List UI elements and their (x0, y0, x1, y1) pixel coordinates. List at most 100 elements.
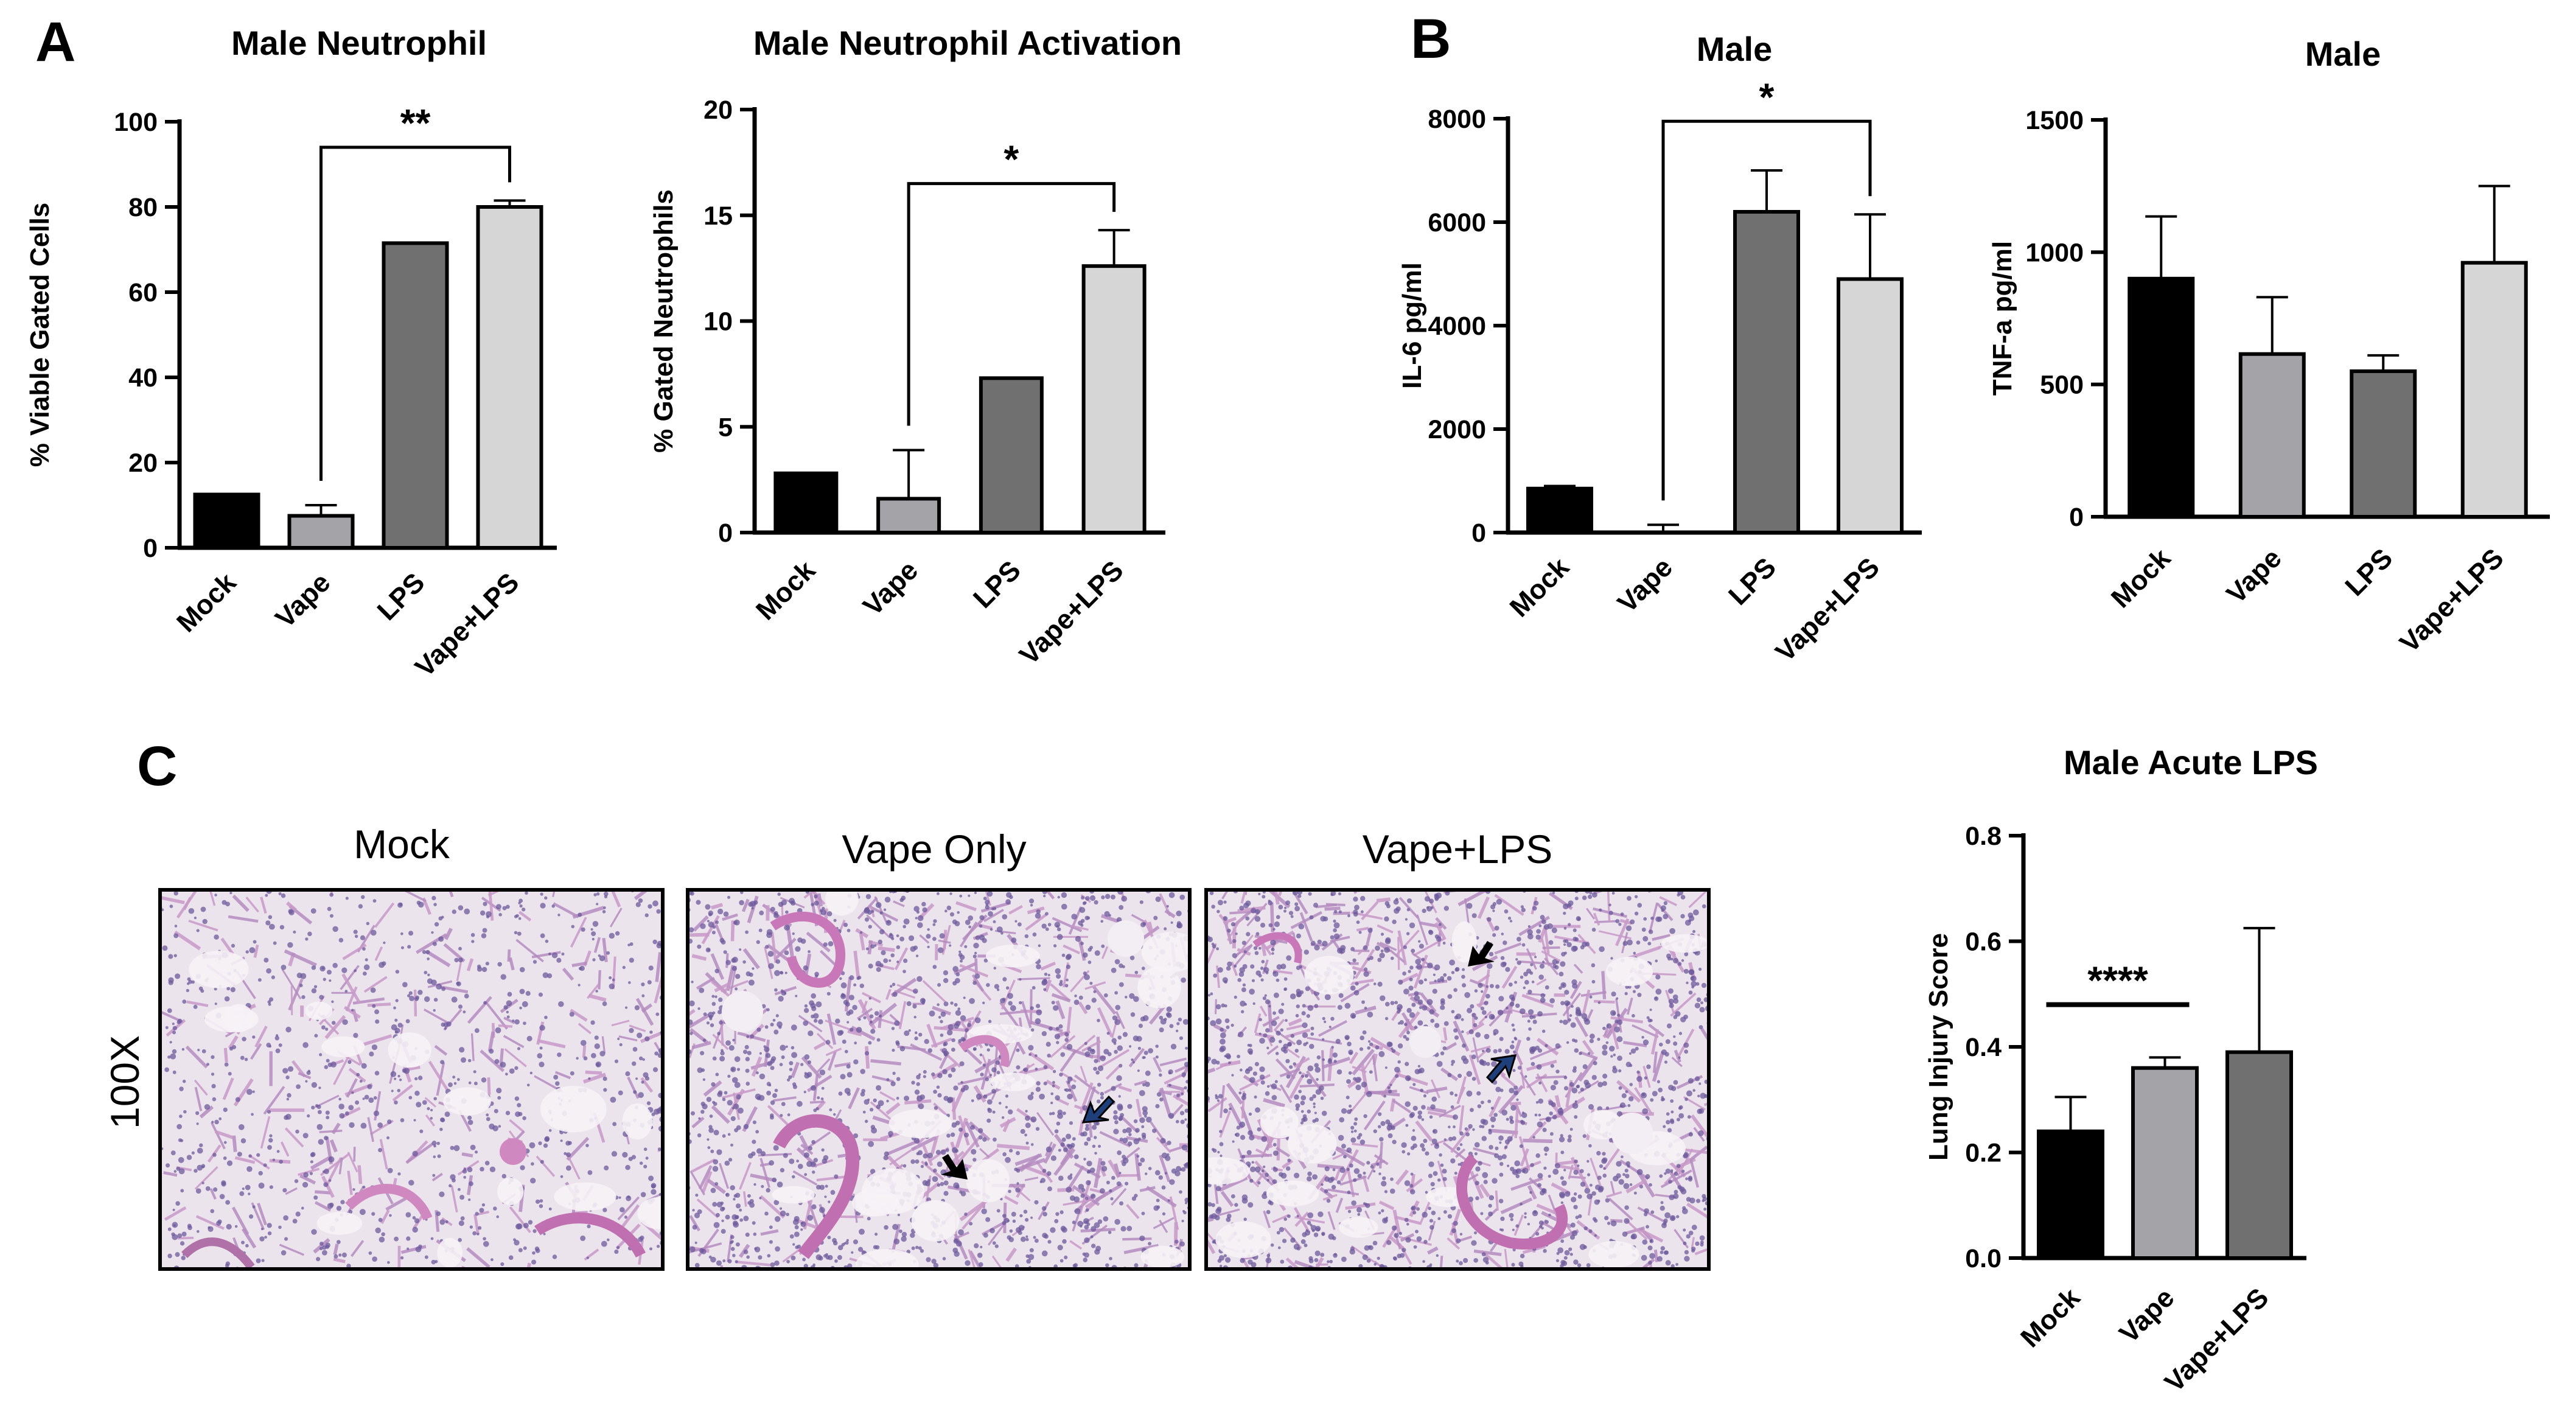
x-tick-label: Mock (1504, 551, 1576, 623)
x-tick-label: LPS (1722, 551, 1782, 611)
x-tick-label: Mock (750, 554, 822, 626)
chart-male-neutrophil: Male Neutrophil % Viable Gated Cells 0 20 40… (25, 24, 557, 683)
x-tick-label: LPS (967, 554, 1027, 614)
y-tick-label: 60 (128, 278, 158, 307)
y-tick-label: 0 (2069, 503, 2084, 532)
y-tick-label: 20 (128, 449, 158, 478)
chart-lung-injury: Male Acute LPS Lung Injury Score 0.0 0.2 0.4… (1924, 743, 2318, 1398)
x-tick-label: Mock (170, 566, 242, 638)
bar-mock (1526, 486, 1593, 534)
x-tick-label: Vape (2220, 542, 2287, 609)
micrograph-vape-lps: Vape+LPS (1204, 827, 1711, 1271)
y-tick-label: 20 (703, 96, 733, 125)
y-tick-label: 0.8 (1965, 822, 2002, 851)
y-tick-label: 15 (703, 201, 733, 231)
micrograph-title-vape-lps: Vape+LPS (1363, 827, 1553, 872)
bar-mock (773, 471, 839, 535)
bar-lps (1733, 210, 1800, 534)
y-axis-label: % Gated Neutrophils (649, 189, 679, 453)
chart-title: Male (1697, 30, 1773, 68)
bar-vape-lps (2460, 260, 2528, 519)
micrograph-title-vape-only: Vape Only (842, 827, 1026, 872)
x-tick-label: Vape (1611, 551, 1678, 618)
bar-vape-lps (1081, 264, 1147, 534)
y-tick-label: 6000 (1428, 208, 1486, 237)
micrograph-mock: Mock (158, 822, 665, 1271)
x-tick-label: Vape+LPS (1013, 554, 1129, 671)
bar-mock (2037, 1129, 2104, 1260)
panel-label-c: C (137, 735, 177, 797)
x-tick-label: Vape (269, 567, 336, 634)
bar-mock (2127, 276, 2195, 519)
panel-label-b: B (1411, 8, 1451, 70)
y-tick-label: 8000 (1428, 105, 1486, 134)
bar-lps (2350, 369, 2417, 519)
y-tick-label: 2000 (1428, 415, 1486, 444)
chart-tnfa: Male TNF-a pg/ml 0 500 1000 1500 Mock Vape LPSVa… (1988, 35, 2550, 659)
micrograph-title-mock: Mock (354, 822, 450, 867)
significance-bracket (319, 145, 511, 481)
bar-lps (382, 241, 449, 550)
y-axis-label: IL-6 pg/ml (1397, 262, 1427, 389)
x-tick-label: Mock (2014, 1281, 2086, 1353)
bar-lps (979, 376, 1044, 535)
y-tick-label: 4000 (1428, 312, 1486, 341)
y-tick-label: 0.4 (1965, 1033, 2002, 1062)
bar-vape (876, 497, 941, 535)
panel-label-a: A (35, 11, 75, 73)
significance-bracket (907, 182, 1116, 426)
chart-title: Male Acute LPS (2064, 743, 2318, 781)
arrow-blue-icon (1081, 1095, 1115, 1124)
y-axis-label: % Viable Gated Cells (25, 203, 55, 467)
y-tick-label: 0 (1471, 519, 1486, 548)
y-tick-label: 1500 (2025, 106, 2084, 135)
bar-vape (2131, 1066, 2199, 1260)
y-tick-label: 80 (128, 193, 158, 222)
bar-vape-lps (1837, 277, 1904, 534)
y-tick-label: 0.2 (1965, 1139, 2002, 1168)
significance-stars: ** (400, 101, 431, 145)
y-tick-label: 0 (143, 534, 158, 563)
bar-vape (287, 514, 355, 550)
chart-title: Male Neutrophil (231, 24, 487, 62)
x-tick-label: Mock (2105, 542, 2177, 614)
chart-title: Male Neutrophil Activation (753, 24, 1182, 62)
x-tick-label: Vape+LPS (1769, 551, 1885, 668)
x-tick-label: LPS (2339, 542, 2398, 602)
x-tick-label: Vape (2113, 1282, 2180, 1349)
bar-vape (2238, 352, 2306, 519)
arrow-black-icon (1468, 941, 1495, 967)
significance-stars: * (1004, 138, 1019, 181)
magnification-label: 100X (102, 1035, 147, 1129)
significance-bracket (1661, 119, 1872, 501)
bar-mock (193, 492, 260, 550)
chart-male-neutrophil-activation: Male Neutrophil Activation % Gated Neutro… (649, 24, 1182, 671)
chart-title: Male (2305, 35, 2381, 73)
micrograph-image-mock (160, 890, 663, 1269)
y-axis-label: Lung Injury Score (1924, 933, 1953, 1161)
y-tick-label: 500 (2040, 371, 2084, 400)
micrograph-image-vape-lps (1206, 890, 1709, 1269)
y-tick-label: 1000 (2025, 238, 2084, 267)
y-tick-label: 40 (128, 363, 158, 393)
x-tick-label: Vape+LPS (2159, 1282, 2275, 1398)
arrow-black-icon (941, 1154, 968, 1180)
y-tick-label: 0.0 (1965, 1244, 2002, 1273)
bar-vape-lps (2225, 1050, 2293, 1260)
micrograph-image-vape-only (688, 890, 1190, 1269)
y-tick-label: 0.6 (1965, 928, 2002, 957)
y-tick-label: 0 (718, 519, 733, 548)
y-tick-label: 100 (114, 108, 158, 137)
x-tick-label: Vape+LPS (409, 567, 525, 683)
significance-stars: * (1759, 75, 1775, 119)
x-tick-label: Vape+LPS (2393, 542, 2510, 659)
arrow-blue-icon (1485, 1054, 1517, 1084)
significance-stars: **** (2087, 959, 2148, 1002)
x-tick-label: Vape (857, 554, 924, 621)
micrograph-vape-only: Vape Only (686, 827, 1192, 1271)
y-tick-label: 5 (718, 413, 733, 442)
x-tick-label: LPS (371, 567, 431, 626)
bar-vape-lps (476, 205, 543, 550)
y-tick-label: 10 (703, 307, 733, 337)
